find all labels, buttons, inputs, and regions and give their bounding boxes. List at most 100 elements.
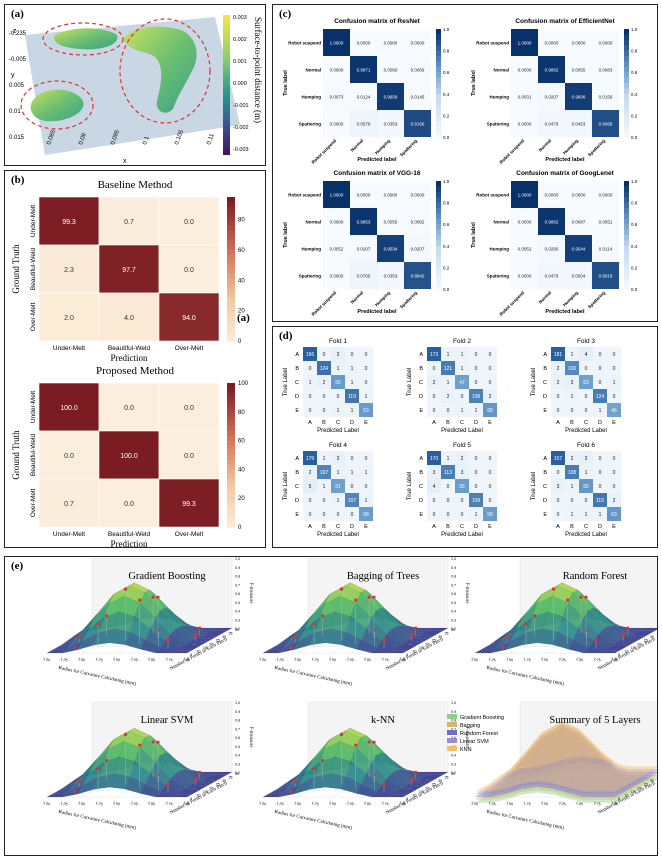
- matrix-cell: [592, 208, 619, 235]
- surface-patch: [546, 726, 568, 740]
- fold-cell: [441, 389, 455, 403]
- x-tick-label: Under-Melt: [53, 345, 85, 352]
- surface-patch: [603, 775, 625, 790]
- cell-value-label: 1: [323, 484, 326, 490]
- cell-value-label: 1: [351, 408, 354, 414]
- surface-patch: [593, 757, 614, 776]
- y-tick-label: B: [295, 470, 299, 476]
- surface-patch: [170, 650, 193, 654]
- cell-value-label: 0: [475, 380, 478, 386]
- colorbar-segment: [624, 72, 629, 79]
- surface-patch: [619, 787, 640, 792]
- colorbar-tick-label: 20: [238, 496, 245, 502]
- data-point: [382, 638, 386, 642]
- x-tick-label: 1.50: [294, 657, 302, 662]
- colorbar-segment: [227, 221, 235, 227]
- cell-value-label: 0: [475, 470, 478, 476]
- colorbar-segment: [624, 186, 629, 193]
- z-tick-label: 0.4: [451, 610, 456, 614]
- surface-patch: [567, 734, 588, 750]
- surface-patch: [417, 777, 439, 781]
- surface-patch: [536, 739, 557, 761]
- colorbar-segment: [227, 435, 235, 442]
- data-point: [96, 622, 100, 626]
- cell-value-label: 94.0: [182, 315, 196, 322]
- matrix-cell: [404, 181, 431, 208]
- matrix-cell: [565, 83, 592, 110]
- surface-patch: [541, 732, 563, 744]
- x-tick-label: 3.00: [611, 657, 619, 662]
- cell-value-label: 107: [320, 470, 329, 476]
- data-point: [584, 595, 588, 599]
- surface-patch: [587, 741, 609, 759]
- cell-value-label: 0.0: [64, 453, 74, 460]
- fold-cell: [303, 451, 317, 465]
- surface-patch: [546, 732, 568, 746]
- fold-cell: [483, 507, 497, 521]
- y-tick-label: C: [419, 484, 423, 490]
- x-tick-label: 2.75: [593, 801, 601, 806]
- colorbar-segment: [436, 77, 441, 84]
- y-tick-label: 10: [196, 649, 200, 653]
- colorbar-segment: [436, 104, 441, 111]
- y-tick-label: C: [295, 484, 299, 490]
- fold-cell: [441, 403, 455, 417]
- y-tick-label: Spattering: [487, 122, 510, 127]
- colorbar-segment: [624, 39, 629, 46]
- fold-cell: [359, 403, 373, 417]
- data-point: [312, 622, 316, 626]
- x-tick-label: 1.50: [294, 801, 302, 806]
- surface-plot-3: Random Forest Radius for Curvature Calcul…: [471, 557, 657, 687]
- surface-patch: [500, 770, 521, 783]
- surface-patch: [618, 773, 640, 781]
- x-tick-label: Under-Melt: [53, 531, 85, 538]
- z-tick-label: 0.6: [451, 592, 456, 596]
- cell-value-label: 108: [472, 394, 481, 400]
- surface-patch: [573, 772, 594, 792]
- fold-cell: [593, 507, 607, 521]
- surface-patch: [557, 732, 578, 743]
- x-tick-label: E: [612, 420, 616, 426]
- cell-value-label: 0: [447, 484, 450, 490]
- fold-cell: [345, 375, 359, 389]
- surface-patch: [598, 769, 620, 786]
- heatmap-1: Baseline Method 99.3 0.7 0.0 2.3 97.7 0.0 2.0 4.…: [11, 179, 245, 363]
- z-axis-label: F-measure: [248, 582, 253, 604]
- surface-patch: [592, 759, 614, 772]
- cell-value-label: 4: [433, 484, 436, 490]
- y-tick-label: Over-Melt: [30, 303, 37, 332]
- fold-matrix-3: Fold 3 181 1 4 0 0 2 100 0 0 0 2 3 53 0 1 0 1 0 124 0 0 0 0 1 46 A…: [531, 338, 621, 434]
- surface-patch: [521, 735, 542, 762]
- x-tick-label: A: [556, 524, 560, 530]
- fold-cell: [607, 347, 621, 361]
- colorbar-tick-label: 0.0: [631, 287, 638, 292]
- x-tick-label: 0.065: [46, 129, 57, 146]
- cell-value-label: 1: [447, 352, 450, 358]
- data-point: [354, 743, 358, 747]
- cell-value-label: 0.0: [184, 219, 194, 226]
- colorbar-segment: [436, 29, 441, 35]
- surface-patch: [577, 758, 598, 770]
- heatmap-cell: [98, 244, 160, 294]
- cell-value-label: 0: [571, 498, 574, 504]
- surface-patch: [623, 772, 645, 775]
- cell-value-label: 68: [487, 408, 493, 414]
- cell-value-label: 0: [557, 512, 560, 518]
- y-axis-label: Ground Truth: [11, 430, 21, 480]
- colorbar-segment: [436, 197, 441, 204]
- cell-value-label: 0: [447, 512, 450, 518]
- colorbar-segment: [227, 387, 235, 394]
- colorbar-segment: [436, 235, 441, 241]
- fold-cell: [551, 347, 565, 361]
- colorbar-segment: [436, 240, 441, 247]
- y-tick-label: 30: [438, 779, 442, 783]
- cell-value-label: 47: [459, 380, 465, 386]
- cell-value-label: 107: [348, 498, 357, 504]
- x-axis-label: Predicted label: [357, 157, 397, 163]
- cell-value-label: 0.0145: [411, 95, 425, 100]
- surface-patch: [490, 771, 511, 786]
- colorbar-segment: [227, 312, 235, 318]
- data-point: [579, 595, 583, 599]
- colorbar-segment: [227, 402, 235, 408]
- panel-a-label: (a): [11, 8, 24, 20]
